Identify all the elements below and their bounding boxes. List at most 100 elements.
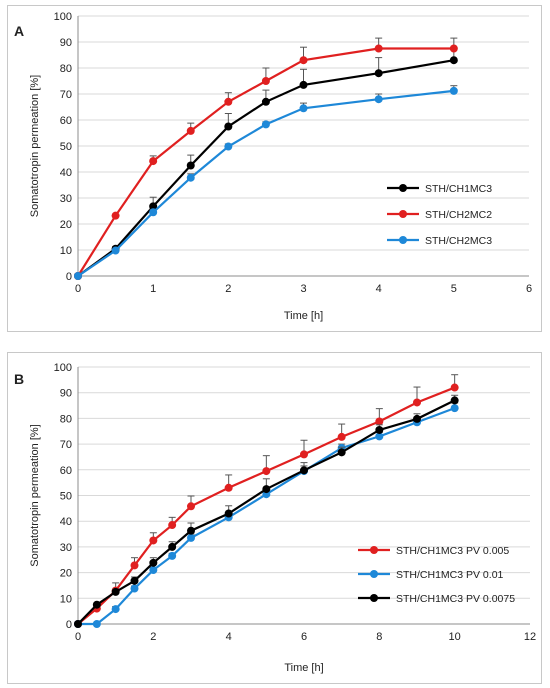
legend-label: STH/CH1MC3 PV 0.005: [396, 545, 509, 557]
x-tick-label: 10: [449, 631, 461, 643]
data-point: [337, 432, 346, 441]
panel-a-frame: [7, 5, 542, 332]
data-point: [168, 521, 177, 530]
series-1: [74, 37, 458, 280]
data-point: [224, 97, 233, 106]
data-point: [168, 542, 177, 551]
panel-b: 0 10 20 30 40 50 60 70 80 90 100 0 2 4 6 8 10 12 Time [h] S…: [14, 362, 536, 674]
data-point: [262, 485, 271, 494]
y-tick-label: 90: [60, 388, 72, 400]
x-tick-label: 1: [150, 283, 156, 295]
data-point: [187, 533, 195, 542]
y-tick-label: 50: [60, 141, 72, 153]
y-tick-label: 100: [54, 11, 72, 23]
data-point: [186, 126, 195, 135]
x-tick-label: 2: [150, 631, 156, 643]
data-point: [299, 104, 308, 113]
data-point: [187, 526, 195, 535]
legend-marker: [370, 570, 378, 578]
data-point: [450, 383, 459, 392]
data-point: [375, 432, 384, 441]
data-point: [149, 566, 158, 575]
x-tick-label: 5: [451, 283, 457, 295]
x-tick-label: 6: [526, 283, 532, 295]
legend-marker: [399, 236, 407, 244]
y-tick-label: 80: [60, 413, 72, 425]
data-point: [224, 483, 233, 492]
series-2: [74, 394, 459, 628]
data-point: [186, 161, 195, 170]
panel-b-frame: [7, 352, 542, 684]
x-tick-label: 3: [300, 283, 306, 295]
panel-a: 0 10 20 30 40 50 60 70 80 90 100 0 1 2 3 4 5 6 Time [h] Som…: [14, 11, 532, 322]
x-tick-label: 0: [75, 283, 81, 295]
legend-marker: [370, 594, 378, 602]
data-point: [111, 246, 120, 255]
data-point: [149, 536, 158, 545]
data-point: [111, 211, 120, 220]
data-point: [130, 561, 139, 570]
data-point: [450, 404, 459, 413]
x-tick-label: 8: [376, 631, 382, 643]
data-point: [413, 414, 421, 423]
x-tick-label: 0: [75, 631, 81, 643]
data-point: [149, 558, 158, 567]
y-tick-label: 70: [60, 89, 72, 101]
data-point: [449, 86, 458, 95]
y-tick-label: 50: [60, 491, 72, 503]
data-point: [261, 97, 270, 106]
legend-label: STH/CH2MC2: [425, 209, 492, 221]
legend-label: STH/CH1MC3 PV 0.0075: [396, 593, 515, 605]
legend-marker: [399, 184, 407, 192]
data-point: [299, 56, 308, 65]
data-point: [111, 587, 120, 596]
y-tick-label: 90: [60, 37, 72, 49]
y-tick-label: 80: [60, 63, 72, 75]
y-tick-label: 60: [60, 115, 72, 127]
data-point: [300, 466, 308, 475]
y-tick-label: 0: [66, 271, 72, 283]
y-tick-label: 70: [60, 439, 72, 451]
y-tick-label: 60: [60, 465, 72, 477]
data-point: [92, 600, 101, 609]
x-tick-label: 6: [301, 631, 307, 643]
series-line: [77, 386, 456, 625]
data-point: [261, 120, 270, 129]
data-point: [186, 173, 195, 182]
y-tick-label: 10: [60, 593, 72, 605]
data-point: [337, 448, 346, 457]
data-point: [224, 509, 233, 518]
legend-label: STH/CH1MC3: [425, 183, 492, 195]
data-point: [450, 396, 459, 405]
data-point: [149, 208, 158, 217]
data-point: [374, 44, 383, 53]
y-tick-label: 30: [60, 542, 72, 554]
legend-label: STH/CH1MC3 PV 0.01: [396, 569, 504, 581]
data-point: [187, 502, 195, 511]
data-point: [149, 157, 158, 166]
y-tick-label: 0: [66, 619, 72, 631]
data-point: [374, 95, 383, 104]
data-point: [375, 425, 384, 434]
data-point: [413, 398, 421, 407]
legend-marker: [399, 210, 407, 218]
x-tick-label: 4: [376, 283, 382, 295]
y-axis-title: Somatotropin permeation [%]: [29, 75, 41, 217]
y-tick-label: 20: [60, 219, 72, 231]
series-2: [74, 85, 458, 280]
legend-marker: [370, 546, 378, 554]
panel-letter: A: [14, 23, 24, 39]
data-point: [92, 620, 101, 628]
y-tick-label: 30: [60, 193, 72, 205]
panel-letter: B: [14, 371, 24, 387]
x-tick-label: 12: [524, 631, 536, 643]
data-point: [299, 80, 308, 89]
y-tick-label: 20: [60, 568, 72, 580]
y-tick-label: 100: [54, 362, 72, 374]
x-axis-title: Time [h]: [284, 310, 323, 322]
data-point: [300, 450, 308, 459]
data-point: [130, 584, 139, 593]
x-tick-label: 2: [225, 283, 231, 295]
data-point: [74, 272, 82, 280]
